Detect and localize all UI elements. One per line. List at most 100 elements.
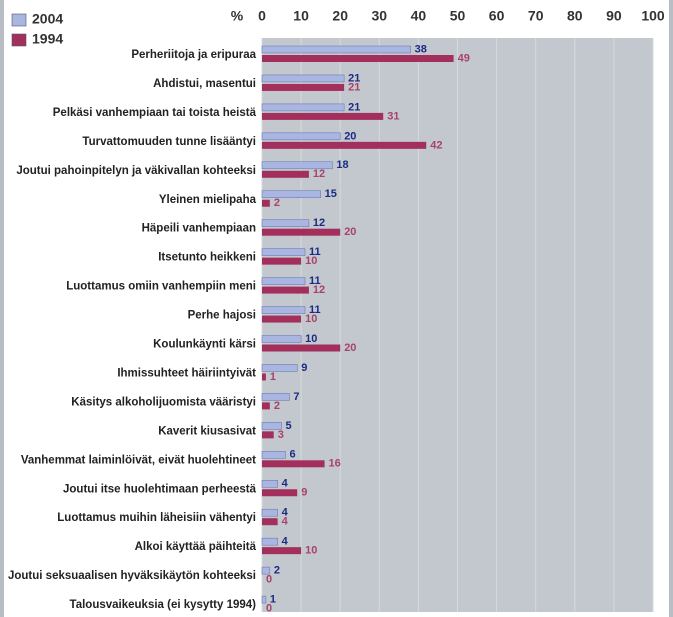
legend-label: 1994 <box>32 31 63 47</box>
bar <box>261 451 286 459</box>
legend-swatch <box>11 33 27 47</box>
data-label: 49 <box>458 52 470 64</box>
data-label: 10 <box>305 255 317 267</box>
bar <box>262 489 298 497</box>
legend-label: 2004 <box>32 11 63 27</box>
data-label: 21 <box>348 101 360 113</box>
y-tick-label: Luottamus omiin vanhempiin meni <box>66 281 256 293</box>
bar <box>261 335 302 343</box>
y-tick-label: Joutui seksuaalisen hyväksikäytön kohtee… <box>8 570 256 582</box>
data-label: 2 <box>274 400 280 412</box>
x-tick-label: 40 <box>411 8 427 24</box>
bar <box>261 132 341 141</box>
bar <box>262 228 341 236</box>
data-label: 42 <box>430 139 442 151</box>
bar <box>262 83 345 91</box>
bar <box>261 103 345 112</box>
bar <box>261 277 306 285</box>
y-tick-label: Ahdistui, masentui <box>153 78 256 90</box>
bar <box>261 74 345 83</box>
bar <box>261 422 282 430</box>
bar <box>262 257 302 265</box>
data-label: 11 <box>309 304 321 316</box>
y-tick-label: Joutui pahoinpitelyn ja väkivallan kohte… <box>16 165 256 177</box>
data-label: 10 <box>305 313 317 325</box>
bar <box>262 431 274 439</box>
bar <box>262 286 309 294</box>
bar <box>261 161 333 170</box>
data-label: 16 <box>329 458 341 470</box>
bar <box>262 402 270 410</box>
x-axis-label: % <box>231 8 244 24</box>
data-label: 6 <box>289 449 295 461</box>
data-label: 4 <box>282 516 289 528</box>
data-label: 4 <box>282 536 289 548</box>
bar <box>261 566 271 575</box>
bar <box>262 55 454 62</box>
x-tick-label: 60 <box>489 8 505 24</box>
data-label: 4 <box>282 507 289 519</box>
data-label: 12 <box>313 284 325 296</box>
bar <box>262 112 384 120</box>
y-tick-label: Alkoi käyttää päihteitä <box>135 541 257 553</box>
bar <box>261 595 267 604</box>
frame-right <box>669 0 673 617</box>
bar <box>261 306 306 314</box>
y-tick-label: Perheriitoja ja eripuraa <box>131 49 256 61</box>
x-tick-label: 50 <box>450 8 466 24</box>
data-label: 20 <box>344 342 356 354</box>
bar <box>262 518 278 526</box>
data-label: 5 <box>286 420 292 432</box>
bar <box>262 141 427 149</box>
y-tick-label: Joutui itse huolehtimaan perheestä <box>63 483 257 495</box>
bar <box>261 508 278 517</box>
data-label: 4 <box>282 478 289 490</box>
bar <box>261 364 298 372</box>
data-label: 2 <box>274 565 280 577</box>
data-label: 3 <box>278 429 284 441</box>
legend-swatch <box>11 13 27 27</box>
data-label: 0 <box>266 574 272 586</box>
data-label: 18 <box>336 159 348 171</box>
x-tick-label: 90 <box>606 8 622 24</box>
y-tick-label: Luottamus muihin läheisiin vähentyi <box>57 512 256 524</box>
bar <box>261 537 278 546</box>
bar <box>262 199 270 207</box>
x-tick-label: 80 <box>567 8 583 24</box>
data-label: 20 <box>344 226 356 238</box>
y-tick-label: Itsetunto heikkeni <box>158 252 256 264</box>
data-label: 38 <box>415 43 427 55</box>
y-tick-label: Käsitys alkoholijuomista vääristyi <box>71 396 256 408</box>
bar <box>262 315 302 323</box>
data-label: 15 <box>325 188 337 200</box>
bar <box>262 373 266 381</box>
y-tick-label: Pelkäsi vanhempiaan tai toista heistä <box>53 107 257 119</box>
data-label: 12 <box>313 168 325 180</box>
data-label: 2 <box>274 197 280 209</box>
data-label: 11 <box>309 275 321 287</box>
data-label: 12 <box>313 217 325 229</box>
data-label: 0 <box>266 602 272 614</box>
data-label: 1 <box>270 593 276 605</box>
y-tick-label: Yleinen mielipaha <box>159 194 257 206</box>
bar <box>261 480 278 488</box>
bar <box>262 547 302 555</box>
x-tick-label: 10 <box>293 8 309 24</box>
x-tick-label: 20 <box>332 8 348 24</box>
bar <box>262 344 341 352</box>
bar <box>262 170 309 178</box>
bar <box>261 45 411 54</box>
bar <box>262 460 325 468</box>
frame-left <box>0 0 4 617</box>
data-label: 11 <box>309 246 321 258</box>
data-label: 31 <box>387 110 399 122</box>
bar <box>261 190 321 198</box>
y-tick-label: Perhe hajosi <box>188 310 256 322</box>
y-tick-label: Ihmissuhteet häiriintyivät <box>117 367 256 379</box>
data-label: 21 <box>348 72 360 84</box>
data-label: 9 <box>301 487 307 499</box>
x-tick-label: 30 <box>372 8 388 24</box>
y-tick-label: Koulunkäynti kärsi <box>153 339 256 351</box>
y-tick-label: Kaverit kiusasivat <box>158 425 256 437</box>
x-tick-label: 100 <box>641 8 665 24</box>
